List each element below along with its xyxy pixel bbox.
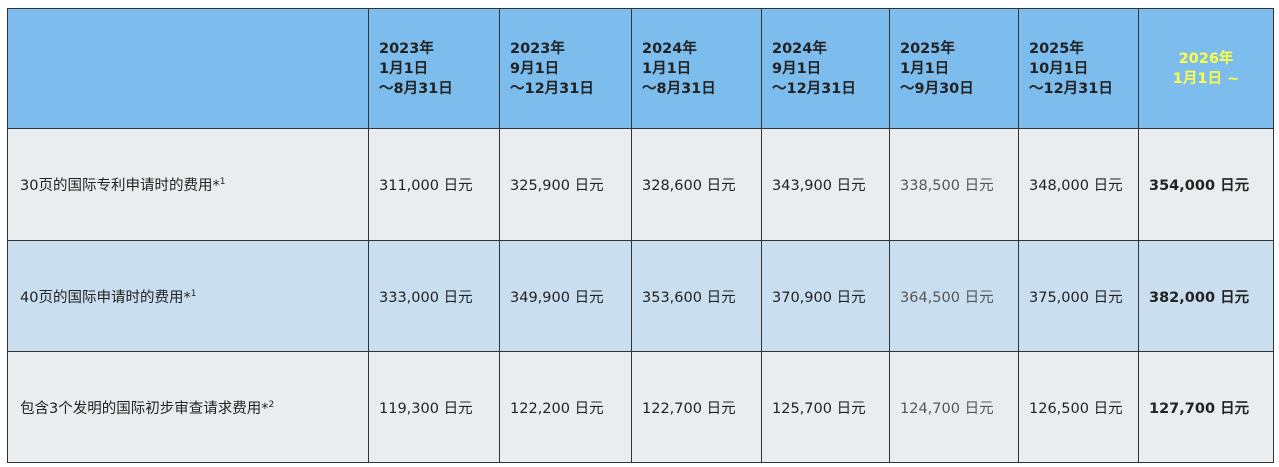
header-row: 2023年 1月1日 ～8月31日 2023年 9月1日 ～12月31日 2024年 1月1日… xyxy=(7,8,1274,129)
fee-cell: 354,000 日元 xyxy=(1138,128,1274,241)
fee-cell: 122,200 日元 xyxy=(499,351,632,463)
header-line: ～8月31日 xyxy=(642,80,716,97)
column-header: 2026年 1月1日 ~ xyxy=(1138,8,1274,129)
fee-cell: 349,900 日元 xyxy=(499,240,632,352)
fee-table: 2023年 1月1日 ～8月31日 2023年 9月1日 ～12月31日 2024年 1月1日… xyxy=(7,8,1274,463)
fee-cell: 127,700 日元 xyxy=(1138,351,1274,463)
label-text: 包含3个发明的国际初步审查请求费用* xyxy=(20,400,269,417)
footnote-mark: 1 xyxy=(190,288,197,299)
header-line: 2024年 xyxy=(772,40,827,57)
header-line: 2025年 xyxy=(1029,40,1084,57)
fee-cell: 338,500 日元 xyxy=(889,128,1019,241)
data-row: 包含3个发明的国际初步审查请求费用*2 119,300 日元 122,200 日元 1… xyxy=(7,351,1274,463)
fee-cell: 343,900 日元 xyxy=(761,128,890,241)
header-line: ～9月30日 xyxy=(900,80,974,97)
table-body: 2023年 1月1日 ～8月31日 2023年 9月1日 ～12月31日 2024年 1月1日… xyxy=(7,8,1274,463)
header-line: 9月1日 xyxy=(772,60,822,77)
fee-cell: 370,900 日元 xyxy=(761,240,890,352)
header-line: 2026年 xyxy=(1178,50,1234,67)
column-header: 2023年 1月1日 ～8月31日 xyxy=(368,8,500,129)
header-line: ～12月31日 xyxy=(772,80,856,97)
header-line: 2025年 xyxy=(900,40,955,57)
footnote-mark: 2 xyxy=(268,399,275,410)
fee-cell: 328,600 日元 xyxy=(631,128,762,241)
fee-cell: 333,000 日元 xyxy=(368,240,500,352)
fee-cell: 124,700 日元 xyxy=(889,351,1019,463)
row-label: 30页的国际专利申请时的费用*1 xyxy=(7,128,369,241)
column-header: 2023年 9月1日 ～12月31日 xyxy=(499,8,632,129)
fee-cell: 382,000 日元 xyxy=(1138,240,1274,352)
fee-cell: 348,000 日元 xyxy=(1018,128,1139,241)
column-header: 2025年 10月1日 ～12月31日 xyxy=(1018,8,1139,129)
fee-cell: 119,300 日元 xyxy=(368,351,500,463)
header-line: ～12月31日 xyxy=(1029,80,1113,97)
fee-cell: 125,700 日元 xyxy=(761,351,890,463)
header-line: 1月1日 xyxy=(642,60,692,77)
data-row: 40页的国际申请时的费用*1 333,000 日元 349,900 日元 353,60… xyxy=(7,240,1274,352)
label-text: 30页的国际专利申请时的费用* xyxy=(20,178,220,194)
header-line: 2023年 xyxy=(510,40,565,57)
fee-cell: 122,700 日元 xyxy=(631,351,762,463)
fee-cell: 325,900 日元 xyxy=(499,128,632,241)
fee-cell: 353,600 日元 xyxy=(631,240,762,352)
fee-cell: 364,500 日元 xyxy=(889,240,1019,352)
corner-cell xyxy=(7,8,369,129)
row-label: 包含3个发明的国际初步审查请求费用*2 xyxy=(7,351,369,463)
fee-cell: 311,000 日元 xyxy=(368,128,500,241)
column-header: 2024年 9月1日 ～12月31日 xyxy=(761,8,890,129)
header-line: 9月1日 xyxy=(510,60,560,77)
header-line: 1月1日 xyxy=(900,60,950,77)
fee-cell: 126,500 日元 xyxy=(1018,351,1139,463)
row-label: 40页的国际申请时的费用*1 xyxy=(7,240,369,352)
header-line: 2024年 xyxy=(642,40,697,57)
header-line: 2023年 xyxy=(379,40,434,57)
header-line: 1月1日 xyxy=(379,60,429,77)
label-text: 40页的国际申请时的费用* xyxy=(20,289,191,306)
header-line: ～12月31日 xyxy=(510,80,594,97)
footnote-mark: 1 xyxy=(219,177,226,188)
header-line: ～8月31日 xyxy=(379,80,453,97)
header-line: 1月1日 ~ xyxy=(1172,70,1240,87)
fee-cell: 375,000 日元 xyxy=(1018,240,1139,352)
data-row: 30页的国际专利申请时的费用*1 311,000 日元 325,900 日元 328,… xyxy=(7,128,1274,241)
header-line: 10月1日 xyxy=(1029,60,1089,77)
column-header: 2025年 1月1日 ～9月30日 xyxy=(889,8,1019,129)
column-header: 2024年 1月1日 ～8月31日 xyxy=(631,8,762,129)
